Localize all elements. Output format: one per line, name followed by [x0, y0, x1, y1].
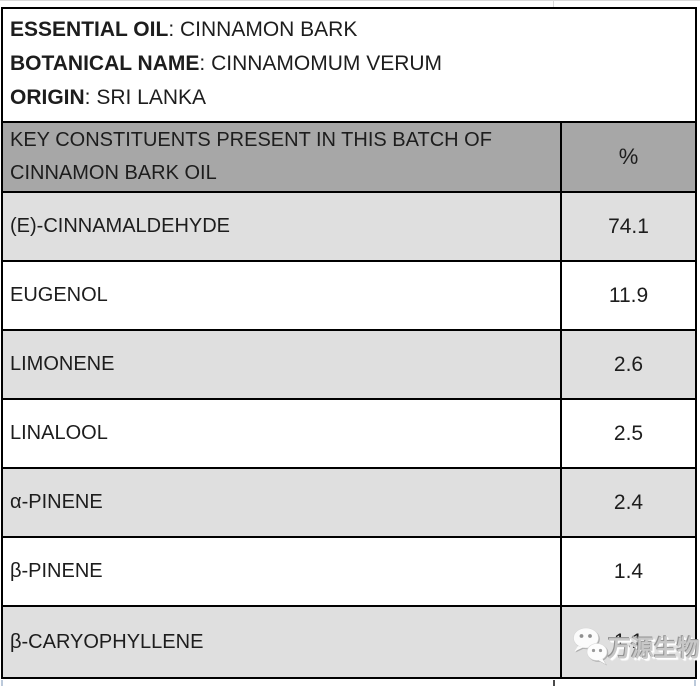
- table-row: (E)-CINNAMALDEHYDE 74.1: [3, 191, 695, 260]
- constituent-name-cell: LINALOOL: [3, 400, 562, 467]
- constituent-percent-cell: 74.1: [608, 214, 649, 238]
- constituent-name-cell: β-CARYOPHYLLENE: [3, 607, 562, 677]
- botanical-name-line: BOTANICAL NAME: CINNAMOMUM VERUM: [10, 47, 687, 81]
- watermark-text: 万源生物: [608, 635, 700, 661]
- percent-header-cell: %: [618, 144, 639, 169]
- next-row-border-stub-middle: [553, 680, 555, 686]
- table-row: α-PINENE 2.4: [3, 467, 695, 536]
- watermark: 万源生物: [572, 626, 700, 666]
- essential-oil-value: CINNAMON BARK: [179, 18, 358, 41]
- oil-info-block: ESSENTIAL OIL: CINNAMON BARK BOTANICAL N…: [3, 9, 695, 121]
- wechat-icon: [573, 627, 608, 665]
- next-row-border-stub-left: [1, 680, 3, 686]
- next-row-border-stub-right: [694, 680, 696, 686]
- constituent-percent-cell: 1.1: [613, 630, 644, 653]
- constituents-header-text: KEY CONSTITUENTS PRESENT IN THIS BATCH O…: [10, 129, 492, 184]
- table-row: LINALOOL 2.5: [3, 398, 695, 467]
- separator: :: [199, 52, 212, 75]
- table-row: EUGENOL 11.9: [3, 260, 695, 329]
- table-row: LIMONENE 2.6: [3, 329, 695, 398]
- constituent-percent-cell: 2.4: [613, 490, 644, 514]
- table-header-row: KEY CONSTITUENTS PRESENT IN THIS BATCH O…: [3, 121, 695, 191]
- constituent-percent-cell: 1.4: [613, 559, 644, 583]
- oil-analysis-sheet: ESSENTIAL OIL: CINNAMON BARK BOTANICAL N…: [1, 7, 697, 679]
- constituent-percent-cell: 2.6: [613, 352, 644, 376]
- essential-oil-label: ESSENTIAL OIL: [10, 18, 169, 41]
- essential-oil-line: ESSENTIAL OIL: CINNAMON BARK: [10, 13, 687, 47]
- constituent-name-cell: β-PINENE: [3, 538, 562, 605]
- constituent-name-cell: LIMONENE: [3, 331, 562, 398]
- separator: :: [84, 86, 97, 109]
- constituent-name-cell: EUGENOL: [3, 262, 562, 329]
- constituent-percent-cell: 11.9: [608, 283, 649, 307]
- constituent-percent-cell: 2.5: [613, 421, 644, 445]
- constituent-name-cell: α-PINENE: [3, 469, 562, 536]
- constituents-header-cell: KEY CONSTITUENTS PRESENT IN THIS BATCH O…: [3, 123, 562, 191]
- sheet-gridline-top: [0, 0, 700, 1]
- botanical-name-value: CINNAMOMUM VERUM: [211, 52, 443, 75]
- constituent-name-cell: (E)-CINNAMALDEHYDE: [3, 193, 562, 260]
- origin-line: ORIGIN: SRI LANKA: [10, 81, 687, 115]
- origin-label: ORIGIN: [10, 86, 85, 109]
- constituent-rows: (E)-CINNAMALDEHYDE 74.1 EUGENOL 11.9 LIM…: [3, 191, 695, 677]
- table-row: β-CARYOPHYLLENE 1.1: [3, 605, 695, 677]
- separator: :: [168, 18, 180, 41]
- botanical-name-label: BOTANICAL NAME: [10, 52, 200, 75]
- table-row: β-PINENE 1.4: [3, 536, 695, 605]
- sheet-gridline-stub: [553, 0, 554, 8]
- origin-value: SRI LANKA: [96, 86, 207, 109]
